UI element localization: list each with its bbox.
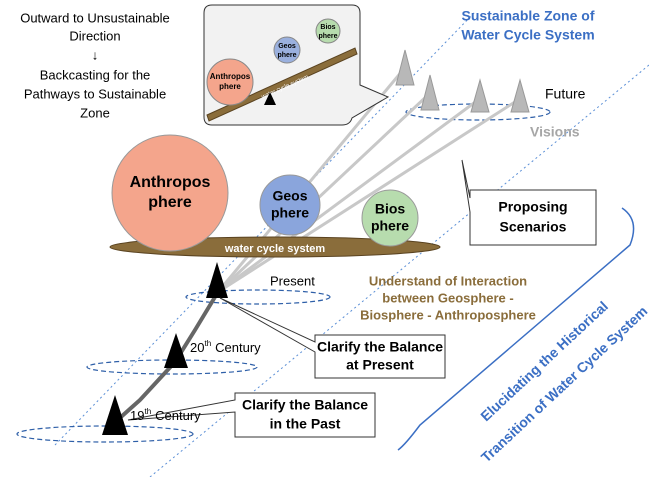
intro-line: Zone [80, 105, 110, 120]
inset-label: Bios [320, 24, 335, 31]
zone-title: Water Cycle System [461, 27, 594, 43]
sphere-label: Geos [272, 188, 307, 204]
vision-cone [421, 75, 439, 110]
interaction-text: Understand of Interaction [369, 273, 527, 288]
history-path [112, 292, 218, 425]
visions-label: Visions [530, 124, 580, 140]
era-number: 19 [130, 408, 144, 423]
era-label: 19th Century [130, 407, 201, 423]
intro-line: Direction [69, 28, 120, 43]
zone-title: Sustainable Zone of [461, 8, 594, 24]
future-label: Future [545, 86, 586, 102]
vision-arrow [218, 100, 478, 292]
vision-cone [396, 50, 414, 85]
inset-geosphere [274, 37, 300, 63]
sphere-label: phere [271, 205, 309, 221]
diagram: water cycle system Anthropos phere Geos … [0, 0, 649, 477]
intro-line: ↓ [92, 47, 99, 62]
callout-text: in the Past [270, 416, 341, 432]
era-cone [206, 262, 228, 298]
intro-line: Outward to Unsustainable [20, 10, 170, 25]
era-suffix: th [144, 407, 151, 416]
inset-label: phere [219, 82, 241, 91]
callout-text: Scenarios [500, 219, 567, 235]
era-rest: Century [155, 408, 201, 423]
era-number: 20 [190, 340, 204, 355]
sphere-label: phere [371, 218, 409, 234]
vision-cone [471, 80, 489, 112]
inset-label: phere [277, 52, 296, 59]
inset-label: Geos [278, 43, 296, 50]
inset-label: Anthropos [210, 72, 251, 81]
callout-text: at Present [346, 357, 414, 373]
era-rest: Century [215, 340, 261, 355]
sphere-label: phere [148, 194, 192, 211]
sphere-label: Bios [375, 201, 406, 217]
callout-text: Clarify the Balance [242, 397, 368, 413]
era-label: 20th Century [190, 339, 261, 355]
plank-label: water cycle system [224, 243, 326, 255]
intro-line: Backcasting for the [40, 67, 151, 82]
present-label: Present [270, 273, 315, 288]
era-suffix: th [204, 339, 211, 348]
interaction-text: between Geosphere - [382, 290, 513, 305]
elucidating-text: Transition of Water Cycle System [478, 303, 649, 466]
anthroposphere [112, 135, 228, 251]
callout-text: Clarify the Balance [317, 339, 443, 355]
callout-text: Proposing [498, 199, 567, 215]
inset-label: phere [318, 33, 337, 40]
sphere-label: Anthropos [130, 174, 211, 191]
vision-cone [511, 80, 529, 112]
interaction-text: Biosphere - Anthroposphere [360, 307, 536, 322]
intro-line: Pathways to Sustainable [24, 86, 166, 101]
